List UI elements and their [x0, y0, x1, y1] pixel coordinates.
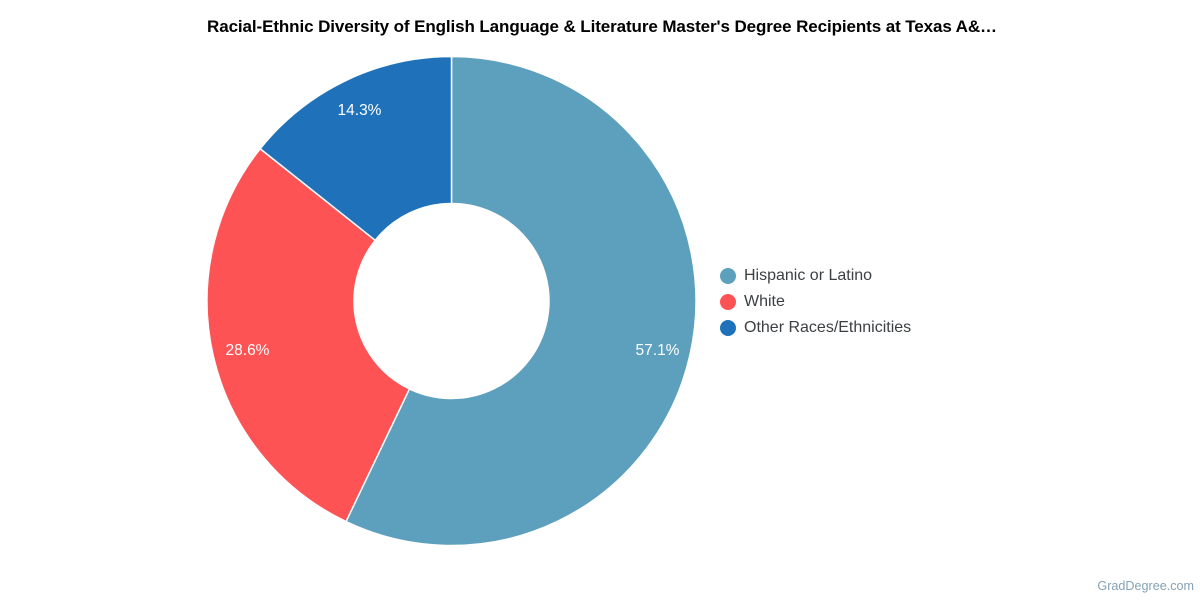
svg-text:14.3%: 14.3%: [338, 102, 382, 119]
svg-text:57.1%: 57.1%: [636, 342, 680, 359]
svg-text:28.6%: 28.6%: [226, 342, 270, 359]
